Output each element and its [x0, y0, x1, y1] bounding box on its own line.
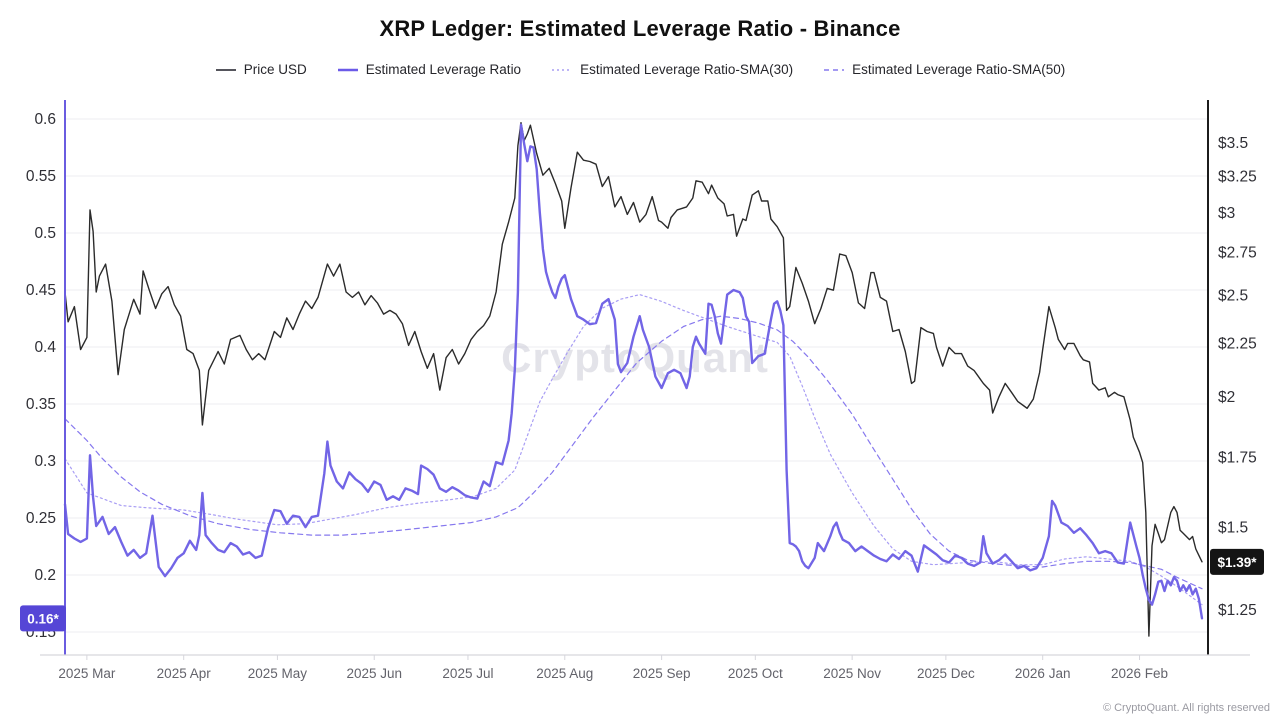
legend-label: Estimated Leverage Ratio-SMA(50) — [852, 62, 1066, 77]
legend-label: Estimated Leverage Ratio-SMA(30) — [580, 62, 794, 77]
right-axis-tick-label: $3 — [1218, 205, 1235, 222]
left-axis-tick-label: 0.2 — [34, 567, 56, 584]
legend-item-1[interactable]: Estimated Leverage Ratio — [337, 62, 521, 77]
left-axis-tick-label: 0.5 — [34, 225, 56, 242]
right-axis-tick-label: $3.25 — [1218, 169, 1257, 186]
legend-item-3[interactable]: Estimated Leverage Ratio-SMA(50) — [823, 62, 1065, 77]
left-axis-tick-label: 0.3 — [34, 453, 56, 470]
chart-title: XRP Ledger: Estimated Leverage Ratio - B… — [379, 16, 901, 41]
price-current-badge — [1210, 548, 1264, 575]
right-axis-tick-label: $1.5 — [1218, 519, 1248, 536]
x-axis-tick-label: 2025 Oct — [728, 666, 783, 681]
plot-area[interactable] — [65, 100, 1208, 655]
price-current-badge-label: $1.39* — [1217, 555, 1257, 570]
leverage-current-badge — [20, 605, 66, 632]
legend-swatch — [337, 68, 358, 71]
x-axis-tick-label: 2025 Dec — [917, 666, 975, 681]
legend-swatch — [552, 68, 573, 71]
right-axis-tick-label: $2.5 — [1218, 288, 1248, 305]
x-axis-tick-label: 2025 Mar — [58, 666, 116, 681]
left-axis-tick-label: 0.55 — [26, 168, 56, 185]
legend: Price USD Estimated Leverage Ratio Estimat… — [0, 62, 1280, 77]
x-axis-tick-label: 2025 Aug — [536, 666, 593, 681]
left-axis-tick-label: 0.35 — [26, 396, 56, 413]
x-axis-tick-label: 2025 Jul — [442, 666, 493, 681]
right-axis-tick-label: $1.25 — [1218, 602, 1257, 619]
right-axis-tick-label: $2.25 — [1218, 335, 1257, 352]
left-axis-tick-label: 0.25 — [26, 510, 56, 527]
right-axis-tick-label: $3.5 — [1218, 135, 1248, 152]
right-axis-tick-label: $1.75 — [1218, 449, 1257, 466]
legend-swatch — [215, 68, 236, 71]
watermark: CryptoQuant — [501, 334, 769, 381]
legend-label: Estimated Leverage Ratio — [365, 62, 522, 77]
x-axis-tick-label: 2025 Nov — [823, 666, 881, 681]
x-axis-tick-label: 2025 May — [248, 666, 308, 681]
x-axis-tick-label: 2025 Jun — [346, 666, 402, 681]
left-axis-tick-label: 0.45 — [26, 282, 56, 299]
sma50-line — [64, 315, 1203, 590]
sma30-line — [64, 294, 1203, 606]
legend-swatch — [824, 68, 845, 71]
left-axis-tick-label: 0.4 — [34, 339, 56, 356]
leverage-current-badge-label: 0.16* — [27, 611, 59, 626]
legend-item-0[interactable]: Price USD — [215, 62, 307, 77]
legend-label: Price USD — [243, 62, 307, 77]
x-axis-tick-label: 2026 Jan — [1015, 666, 1071, 681]
x-axis-tick-label: 2025 Sep — [633, 666, 691, 681]
x-axis-tick-label: 2026 Feb — [1111, 666, 1168, 681]
left-axis-tick-label: 0.6 — [34, 111, 56, 128]
right-axis-tick-label: $2 — [1218, 389, 1235, 406]
x-axis-tick-label: 2025 Apr — [157, 666, 212, 681]
copyright-footer: © CryptoQuant. All rights reserved — [1102, 702, 1270, 714]
leverage-line — [63, 123, 1204, 620]
right-axis-tick-label: $2.75 — [1218, 244, 1257, 261]
price-line — [64, 121, 1203, 637]
legend-item-2[interactable]: Estimated Leverage Ratio-SMA(30) — [551, 62, 793, 77]
